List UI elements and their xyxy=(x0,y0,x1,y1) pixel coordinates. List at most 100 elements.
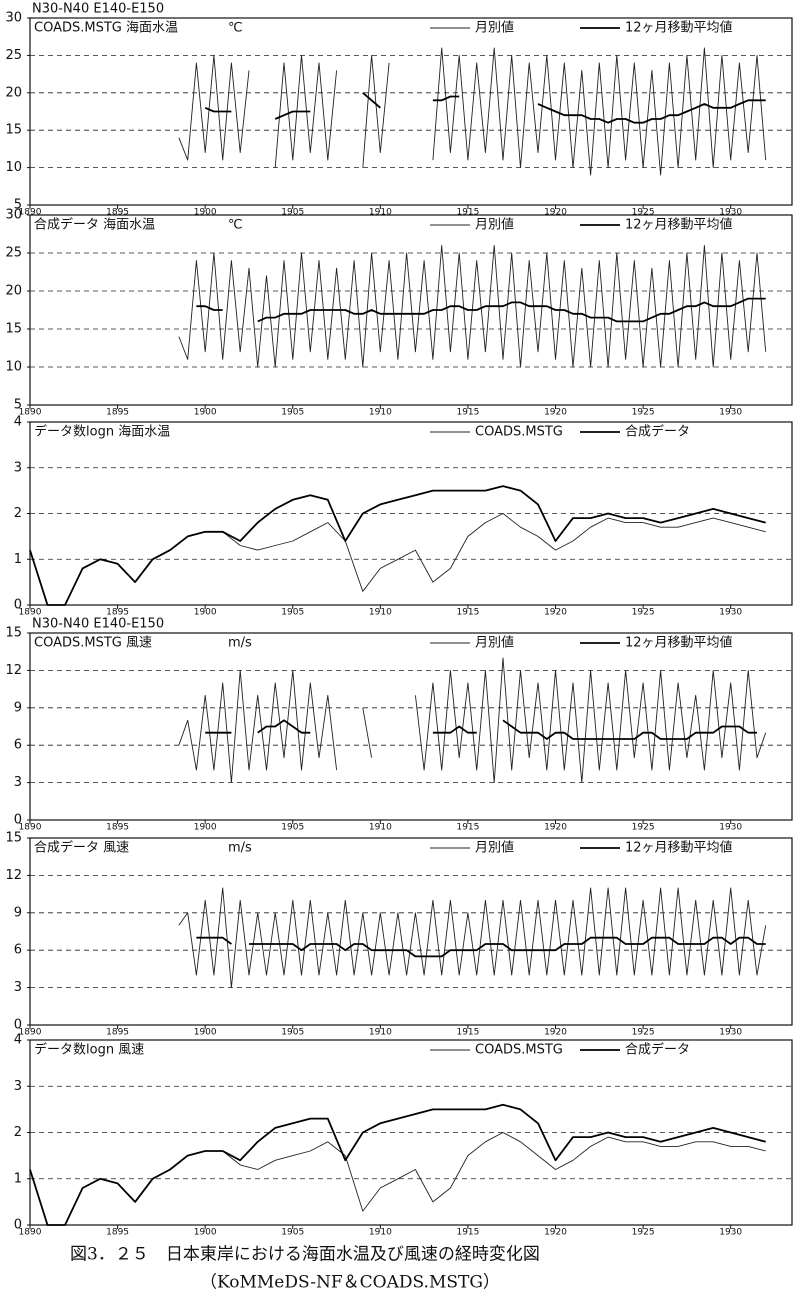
x-tick-label: 1910 xyxy=(369,1228,392,1238)
series-line xyxy=(178,887,767,989)
x-tick-label: 1915 xyxy=(456,1228,479,1238)
region-label: N30-N40 E140-E150 xyxy=(32,2,164,17)
x-tick-label: 1925 xyxy=(632,1228,655,1238)
x-tick-label: 1920 xyxy=(544,1228,567,1238)
panel-title: COADS.MSTG 風速 xyxy=(34,636,152,651)
x-tick-label: 1910 xyxy=(369,608,392,618)
y-tick-label: 30 xyxy=(5,11,22,26)
y-tick-label: 0 xyxy=(14,598,22,613)
y-tick-label: 2 xyxy=(14,506,22,521)
caption: 図3．２５ 日本東岸における海面水温及び風速の経時変化図 xyxy=(70,1245,540,1265)
y-tick-label: 15 xyxy=(5,831,22,846)
y-tick-label: 20 xyxy=(5,284,22,299)
y-tick-label: 4 xyxy=(14,415,22,430)
y-tick-label: 12 xyxy=(5,663,22,678)
legend-label: COADS.MSTG xyxy=(475,1043,563,1058)
x-tick-label: 1905 xyxy=(281,608,304,618)
y-tick-label: 15 xyxy=(5,322,22,337)
x-tick-label: 1895 xyxy=(106,608,129,618)
x-tick-label: 1910 xyxy=(369,208,392,218)
legend-label: 月別値 xyxy=(475,20,514,36)
x-tick-label: 1925 xyxy=(632,608,655,618)
x-tick-label: 1930 xyxy=(719,408,742,418)
x-tick-label: 1895 xyxy=(106,408,129,418)
x-tick-label: 1900 xyxy=(194,1028,217,1038)
x-tick-label: 1915 xyxy=(456,1028,479,1038)
panel-title: COADS.MSTG 海面水温 xyxy=(34,21,178,36)
y-tick-label: 6 xyxy=(14,943,22,958)
region-label: N30-N40 E140-E150 xyxy=(32,617,164,632)
y-tick-label: 30 xyxy=(5,208,22,223)
legend-label: 12ヶ月移動平均値 xyxy=(625,840,733,856)
y-tick-label: 3 xyxy=(14,775,22,790)
y-tick-label: 20 xyxy=(5,85,22,100)
y-tick-label: 0 xyxy=(14,1018,22,1033)
plot-frame xyxy=(29,17,793,206)
y-tick-label: 15 xyxy=(5,123,22,138)
series-line xyxy=(205,719,757,740)
x-tick-label: 1895 xyxy=(106,1228,129,1238)
x-tick-label: 1905 xyxy=(281,208,304,218)
y-tick-label: 5 xyxy=(14,198,22,213)
y-tick-label: 2 xyxy=(14,1125,22,1140)
x-tick-label: 1910 xyxy=(369,1028,392,1038)
x-tick-label: 1905 xyxy=(281,1028,304,1038)
legend-label: 月別値 xyxy=(475,217,514,233)
x-tick-label: 1900 xyxy=(194,1228,217,1238)
x-tick-label: 1920 xyxy=(544,208,567,218)
y-tick-label: 10 xyxy=(5,160,22,175)
y-tick-label: 25 xyxy=(5,246,22,261)
x-tick-label: 1925 xyxy=(632,823,655,833)
x-tick-label: 1890 xyxy=(19,1228,42,1238)
plot-frame xyxy=(29,632,793,821)
series-line xyxy=(196,936,766,958)
x-tick-label: 1890 xyxy=(19,823,42,833)
x-tick-label: 1895 xyxy=(106,1028,129,1038)
unit-label: ℃ xyxy=(228,218,243,233)
unit-label: m/s xyxy=(228,636,252,651)
y-tick-label: 6 xyxy=(14,738,22,753)
y-tick-label: 3 xyxy=(14,1079,22,1094)
x-tick-label: 1910 xyxy=(369,408,392,418)
panel-title: データ数logn 海面水温 xyxy=(34,424,170,440)
plot-frame xyxy=(29,214,793,406)
x-tick-label: 1920 xyxy=(544,1028,567,1038)
legend-label: COADS.MSTG xyxy=(475,425,563,440)
x-tick-label: 1930 xyxy=(719,208,742,218)
caption-sub: （KoMMeDS-NF＆COADS.MSTG） xyxy=(200,1273,500,1293)
unit-label: ℃ xyxy=(228,21,243,36)
x-tick-label: 1900 xyxy=(194,408,217,418)
y-tick-label: 9 xyxy=(14,905,22,920)
y-tick-label: 25 xyxy=(5,48,22,63)
plot-frame xyxy=(29,837,793,1026)
legend-label: 合成データ xyxy=(625,1042,690,1058)
series-line xyxy=(178,47,767,176)
unit-label: m/s xyxy=(228,841,252,856)
legend-label: 12ヶ月移動平均値 xyxy=(625,217,733,233)
x-tick-label: 1890 xyxy=(19,1028,42,1038)
y-tick-label: 0 xyxy=(14,1218,22,1233)
y-tick-label: 1 xyxy=(14,552,22,567)
x-tick-label: 1890 xyxy=(19,408,42,418)
y-tick-label: 1 xyxy=(14,1171,22,1186)
y-tick-label: 3 xyxy=(14,980,22,995)
series-line xyxy=(196,297,766,323)
y-tick-label: 5 xyxy=(14,398,22,413)
x-tick-label: 1900 xyxy=(194,823,217,833)
series-line xyxy=(29,1103,766,1226)
x-tick-label: 1925 xyxy=(632,408,655,418)
legend-label: 月別値 xyxy=(475,635,514,651)
series-line xyxy=(29,485,766,606)
panel-title: 合成データ 海面水温 xyxy=(34,217,155,233)
legend-label: 月別値 xyxy=(475,840,514,856)
legend-label: 12ヶ月移動平均値 xyxy=(625,20,733,36)
x-tick-label: 1915 xyxy=(456,208,479,218)
y-tick-label: 10 xyxy=(5,360,22,375)
panel-title: 合成データ 風速 xyxy=(34,840,129,856)
legend-label: 合成データ xyxy=(625,424,690,440)
x-tick-label: 1920 xyxy=(544,608,567,618)
series-line xyxy=(204,92,766,124)
series-line xyxy=(178,657,767,784)
